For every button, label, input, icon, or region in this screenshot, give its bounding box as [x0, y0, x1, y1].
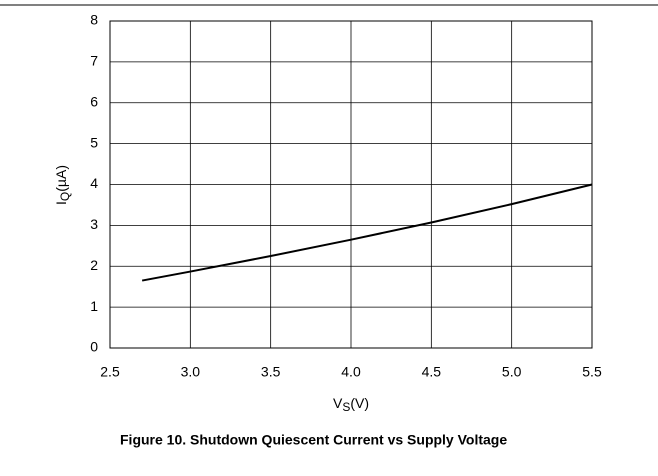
x-label-sub: S	[342, 400, 350, 414]
x-tick-label: 3.5	[261, 364, 281, 380]
x-label-unit: (V)	[350, 395, 369, 411]
x-tick-label: 5.0	[502, 364, 522, 380]
y-tick-label: 0	[90, 339, 98, 355]
y-tick-label: 7	[90, 53, 98, 69]
chart-title: Figure 10. Shutdown Quiescent Current vs…	[120, 432, 507, 448]
x-axis-label: VS(V)	[333, 395, 369, 414]
data-line	[141, 183, 593, 282]
y-label-unit: (µA)	[53, 165, 69, 192]
y-tick-label: 3	[90, 216, 98, 232]
x-tick-label: 4.5	[422, 364, 442, 380]
x-tick-label: 4.0	[341, 364, 361, 380]
x-label-main: V	[333, 395, 343, 411]
y-tick-label: 6	[90, 93, 98, 109]
y-tick-label: 4	[90, 175, 98, 191]
y-tick-label: 8	[90, 12, 98, 28]
y-tick-label: 2	[90, 257, 98, 273]
x-tick-label: 3.0	[181, 364, 201, 380]
y-axis-label: IQ(µA)	[53, 165, 72, 205]
y-label-main: I	[53, 201, 69, 205]
x-tick-label: 5.5	[582, 364, 602, 380]
y-label-sub: Q	[58, 192, 72, 201]
x-tick-label: 2.5	[100, 364, 120, 380]
y-tick-label: 5	[90, 134, 98, 150]
y-tick-label: 1	[90, 298, 98, 314]
